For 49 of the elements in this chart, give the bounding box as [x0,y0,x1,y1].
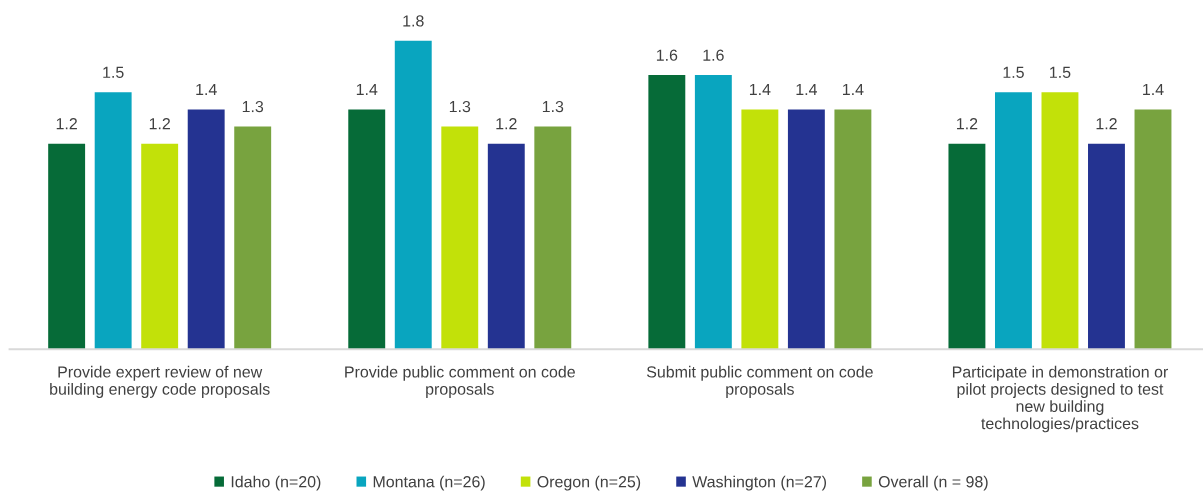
data-label: 1.6 [656,49,678,61]
data-label: 1.6 [703,49,724,61]
bar [348,109,386,350]
data-label: 1.2 [1096,118,1117,130]
bar [1088,143,1125,350]
x-tick-label: Provide public comment on code proposals [345,365,575,398]
data-label: 1.4 [196,83,217,95]
bar [487,143,525,350]
x-tick-label: Participate in demonstration or pilot projects designed to test new building technologies/practices [952,365,1169,433]
legend-label: Montana (n=26) [373,475,485,491]
bar [234,126,272,350]
legend-label: Washington (n=27) [692,475,827,491]
bar [648,75,686,350]
bar [694,75,732,350]
data-label: 1.2 [496,118,517,130]
data-label: 1.5 [1050,66,1071,78]
data-label: 1.4 [1143,83,1164,95]
data-label: 1.5 [103,66,124,78]
data-label: 1.2 [957,118,978,130]
bar [1041,92,1079,350]
bar [94,92,132,350]
bar [1134,109,1172,350]
bar [994,92,1032,350]
legend-label: Overall (n = 98) [878,475,988,491]
bar [48,143,86,350]
data-label: 1.5 [1003,66,1024,78]
bar [787,109,825,350]
x-tick-label: Provide expert review of new building energy code proposals [50,365,270,398]
bar [141,143,179,350]
bar [534,126,572,350]
legend-label: Idaho (n=20) [231,475,321,491]
data-label: 1.2 [149,118,170,130]
data-label: 1.3 [542,100,564,113]
bar [394,40,432,350]
bar [948,143,986,350]
legend-label: Oregon (n=25) [537,475,641,491]
data-label: 1.4 [843,83,864,95]
bar [441,126,479,350]
bar [834,109,872,350]
data-label: 1.4 [356,83,378,95]
data-label: 1.2 [56,118,77,130]
data-label: 1.4 [749,83,771,95]
bar [187,109,225,350]
data-label: 1.8 [403,15,424,27]
bar [741,109,779,350]
data-label: 1.3 [242,100,264,113]
x-tick-label: Submit public comment on code proposals [646,365,873,398]
data-label: 1.4 [796,83,818,95]
data-label: 1.3 [449,100,471,113]
